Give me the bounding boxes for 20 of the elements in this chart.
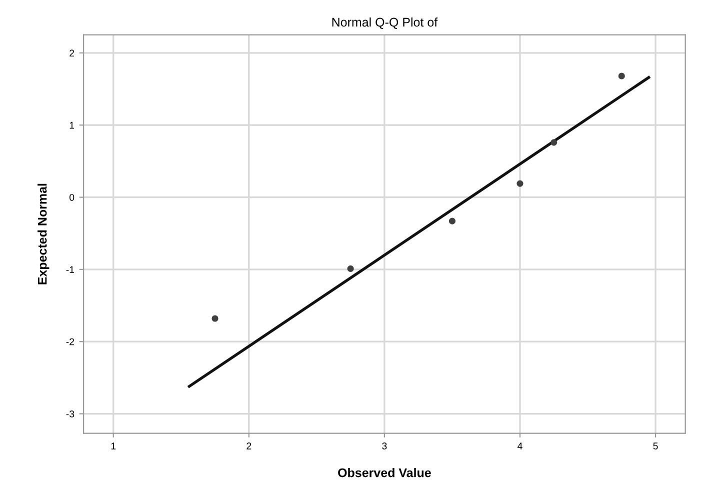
x-tick-label: 4: [518, 442, 522, 450]
point: [550, 139, 558, 146]
point: [212, 315, 218, 322]
point: [448, 218, 456, 224]
point: [347, 265, 354, 272]
x-tick-label: 1: [111, 442, 116, 450]
point: [618, 72, 625, 80]
x-tick-label: 3: [382, 442, 387, 450]
x-axis-title: Observed Value: [338, 468, 431, 478]
y-axis-title: Expected Normal: [38, 184, 50, 284]
y-tick-label: -3: [66, 410, 74, 418]
point: [516, 180, 524, 187]
y-tick-label: -1: [66, 266, 74, 273]
x-tick-label: 5: [653, 442, 658, 450]
y-tick-label: 2: [70, 50, 74, 56]
x-tick-label: 2: [246, 442, 252, 450]
y-tick-label: 1: [70, 122, 74, 129]
y-tick-label: 0: [69, 194, 74, 201]
y-tick-label: -2: [66, 338, 74, 346]
chart-title: Normal Q-Q Plot of: [332, 17, 438, 29]
